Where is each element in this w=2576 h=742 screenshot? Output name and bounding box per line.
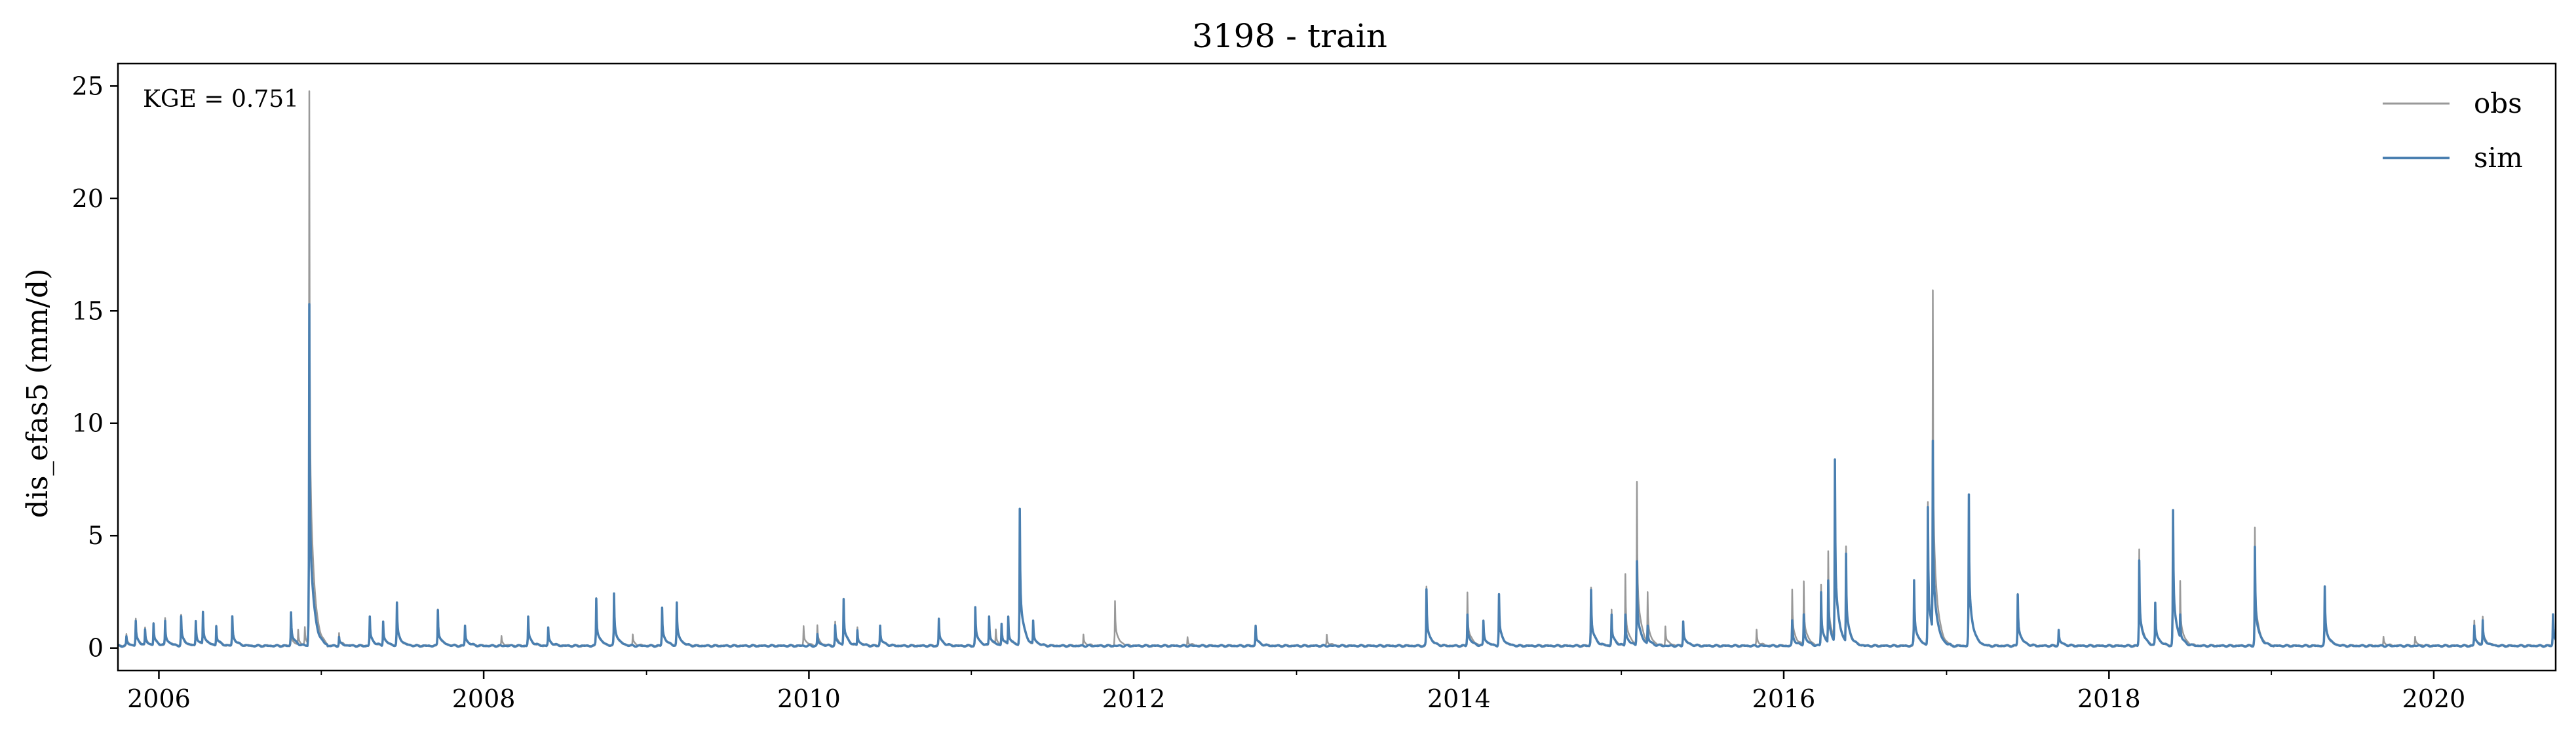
kge-annotation: KGE = 0.751	[143, 86, 299, 113]
x-tick-label: 2016	[1752, 684, 1816, 713]
x-tick-label: 2010	[777, 684, 841, 713]
x-tick-label: 2006	[127, 684, 191, 713]
y-tick-label: 20	[72, 184, 104, 213]
x-axis: 2006 2008 2010 2012 2014 2016 2018 2020	[127, 671, 2465, 713]
plot-area-frame	[117, 62, 2557, 672]
x-tick-label: 2020	[2402, 684, 2466, 713]
y-tick-label: 25	[72, 71, 104, 100]
x-tick-label: 2018	[2077, 684, 2141, 713]
y-axis: 0 5 10 15 20 25	[72, 71, 118, 663]
y-tick-label: 15	[72, 296, 104, 325]
chart-title: 3198 - train	[1192, 17, 1387, 55]
y-tick-label: 0	[88, 634, 104, 663]
legend: obs sim	[2383, 87, 2523, 174]
series-line-sim	[118, 303, 2556, 648]
y-tick-label: 5	[88, 521, 104, 550]
series-line-obs	[118, 90, 2556, 648]
x-tick-label: 2008	[452, 684, 516, 713]
y-tick-label: 10	[72, 409, 104, 438]
x-tick-label: 2012	[1102, 684, 1166, 713]
legend-obs-label: obs	[2474, 87, 2522, 119]
series-layer	[118, 90, 2556, 648]
legend-sim-label: sim	[2474, 142, 2523, 174]
x-tick-label: 2014	[1427, 684, 1491, 713]
y-axis-label: dis_efas5 (mm/d)	[21, 269, 54, 518]
